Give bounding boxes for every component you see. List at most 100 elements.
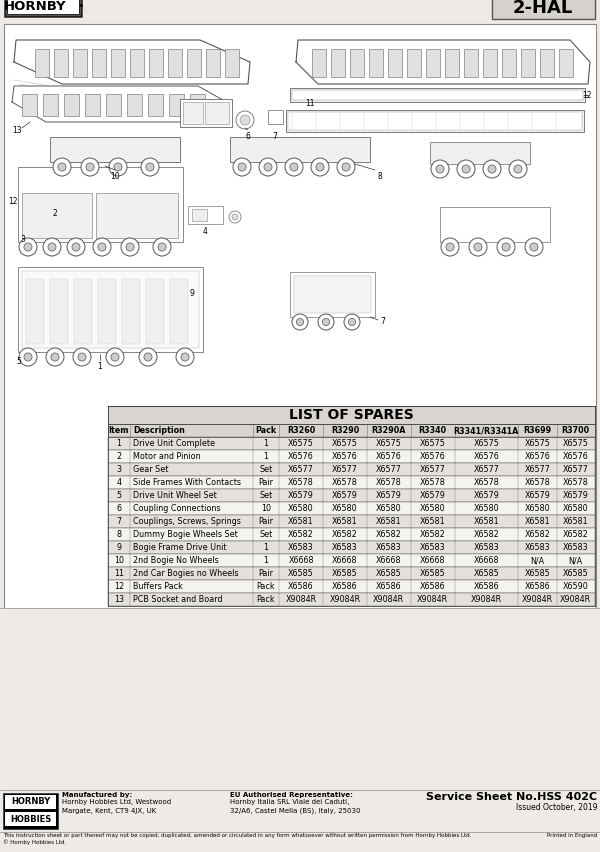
Text: X6585: X6585 (332, 569, 358, 578)
Circle shape (322, 319, 329, 325)
Text: X6585: X6585 (376, 569, 401, 578)
Text: 13: 13 (12, 126, 22, 135)
Bar (288, 112, 582, 130)
Text: N/A: N/A (530, 556, 544, 565)
Text: Pack: Pack (257, 595, 275, 604)
Bar (108, 541, 595, 554)
Bar (64, 94, 79, 116)
Text: HOBBIES: HOBBIES (10, 815, 51, 824)
Text: 3: 3 (116, 465, 121, 474)
Bar (230, 137, 370, 162)
Circle shape (259, 158, 277, 176)
Bar (22, 193, 92, 238)
Text: 5: 5 (116, 491, 122, 500)
Text: X6577: X6577 (563, 465, 589, 474)
Circle shape (232, 214, 238, 220)
Text: 10: 10 (110, 172, 120, 181)
Circle shape (24, 353, 32, 361)
Bar (369, 49, 383, 77)
Text: Coupling Connections: Coupling Connections (133, 504, 220, 513)
Text: 1: 1 (98, 362, 103, 371)
Text: X6579: X6579 (473, 491, 499, 500)
Circle shape (446, 243, 454, 251)
Text: X6579: X6579 (563, 491, 589, 500)
Text: X6583: X6583 (420, 543, 445, 552)
Text: This instruction sheet or part thereof may not be copied, duplicated, amended or: This instruction sheet or part thereof m… (3, 833, 472, 838)
Text: X6575: X6575 (332, 439, 358, 448)
Circle shape (98, 243, 106, 251)
Text: 10: 10 (114, 556, 124, 565)
Text: X6577: X6577 (332, 465, 358, 474)
Text: X6578: X6578 (288, 478, 314, 487)
Circle shape (285, 158, 303, 176)
Bar (188, 206, 223, 224)
Text: 12: 12 (114, 582, 124, 591)
Text: Pair: Pair (259, 517, 274, 526)
Bar (192, 209, 207, 221)
Text: Hornby Hobbies Ltd, Westwood
Margate, Kent, CT9 4JX, UK: Hornby Hobbies Ltd, Westwood Margate, Ke… (62, 799, 171, 814)
Bar (4, 24, 596, 632)
Text: X6582: X6582 (524, 530, 550, 539)
Text: 8: 8 (377, 172, 382, 181)
Bar (122, 279, 140, 344)
Circle shape (144, 353, 152, 361)
Text: X6576: X6576 (563, 452, 589, 461)
Text: Manufactured by:: Manufactured by: (62, 792, 132, 798)
Text: HORNBY: HORNBY (4, 0, 67, 13)
Bar (106, 94, 121, 116)
Text: X6581: X6581 (288, 517, 314, 526)
Text: Bogie Frame Drive Unit: Bogie Frame Drive Unit (133, 543, 226, 552)
Text: Side Frames With Contacts: Side Frames With Contacts (133, 478, 241, 487)
Circle shape (153, 238, 171, 256)
Text: X6578: X6578 (420, 478, 446, 487)
Bar (146, 279, 164, 344)
Bar (35, 49, 49, 77)
Bar (108, 528, 595, 541)
Text: Buffers Pack: Buffers Pack (133, 582, 183, 591)
Bar (111, 49, 125, 77)
Bar (108, 450, 595, 463)
Text: X6580: X6580 (332, 504, 358, 513)
Text: X6576: X6576 (332, 452, 358, 461)
Bar (7, 0, 79, 14)
Bar (190, 94, 205, 116)
Text: X9084R: X9084R (471, 595, 502, 604)
Bar (0, 608, 600, 790)
Circle shape (316, 163, 324, 171)
Bar (108, 476, 595, 489)
Text: X6583: X6583 (376, 543, 401, 552)
Text: 6: 6 (245, 132, 250, 141)
Text: R3340: R3340 (419, 426, 447, 435)
Text: Set: Set (259, 491, 272, 500)
Text: R3260: R3260 (287, 426, 315, 435)
Text: X6585: X6585 (473, 569, 499, 578)
Bar (290, 272, 375, 317)
Bar (148, 94, 163, 116)
Circle shape (48, 243, 56, 251)
Text: X6582: X6582 (332, 530, 358, 539)
Bar (5, 795, 56, 809)
Bar (502, 49, 516, 77)
Text: X6580: X6580 (524, 504, 550, 513)
Bar (483, 49, 497, 77)
Text: Pack: Pack (257, 582, 275, 591)
Circle shape (238, 163, 246, 171)
Circle shape (176, 348, 194, 366)
Text: R3341/R3341A: R3341/R3341A (454, 426, 519, 435)
Text: X6668: X6668 (288, 556, 314, 565)
Circle shape (469, 238, 487, 256)
Text: EU Authorised Representative:: EU Authorised Representative: (230, 792, 353, 798)
Text: R3290A: R3290A (371, 426, 406, 435)
Text: Printed in England: Printed in England (547, 833, 597, 838)
Text: X6583: X6583 (332, 543, 358, 552)
Text: 4: 4 (203, 227, 208, 236)
Text: X6578: X6578 (473, 478, 499, 487)
Circle shape (158, 243, 166, 251)
Text: X6586: X6586 (524, 582, 550, 591)
Circle shape (106, 348, 124, 366)
Text: 2: 2 (116, 452, 122, 461)
Bar (43, 94, 58, 116)
Text: X6582: X6582 (563, 530, 589, 539)
Text: X6580: X6580 (563, 504, 589, 513)
Circle shape (24, 243, 32, 251)
